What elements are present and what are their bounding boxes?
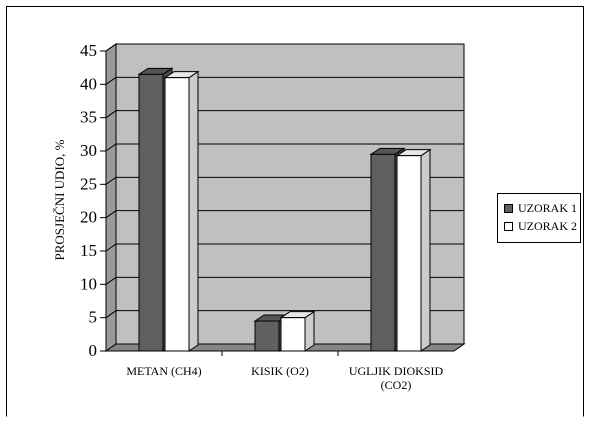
bars (137, 67, 432, 352)
grid-line (105, 310, 464, 319)
y-tick-label: 10 (80, 274, 97, 293)
y-tick-labels: 0 5 10 15 20 25 30 35 40 45 (80, 41, 97, 360)
y-tick-label: 45 (80, 41, 97, 60)
grid-line (105, 276, 464, 285)
y-tick-label: 30 (80, 141, 97, 160)
y-tick-label: 35 (80, 108, 97, 127)
chart-frame (6, 6, 584, 417)
y-tick-label: 0 (89, 341, 98, 360)
x-tick-label: KISIK (O2) (251, 364, 309, 378)
bar-front (138, 73, 164, 352)
bar-side (188, 70, 199, 352)
legend: UZORAK 1 UZORAK 2 (497, 193, 581, 243)
legend-label-series-2: UZORAK 2 (518, 218, 577, 233)
y-tick-label: 15 (80, 241, 97, 260)
grid-line (105, 110, 464, 119)
y-tick-label: 25 (80, 174, 97, 193)
legend-swatch-series-2 (504, 221, 513, 231)
bar-2-2 (279, 310, 316, 352)
grid-line (105, 76, 464, 85)
x-tick-labels: METAN (CH4) KISIK (O2) UGLJIK DIOKSID (CO2) (126, 364, 443, 392)
y-axis-label: PROSJEČNI UDIO, % (52, 139, 67, 260)
grid-line (105, 243, 464, 252)
grid-line (105, 43, 464, 52)
bar-side (304, 310, 315, 352)
legend-item-series-1: UZORAK 1 (504, 199, 580, 217)
bar-front (164, 77, 190, 352)
grid-line (105, 210, 464, 219)
bar-2-3 (395, 148, 432, 352)
bar-front (254, 320, 280, 352)
grid-lines (105, 43, 464, 319)
bar-front (396, 155, 422, 352)
x-tick-label: UGLJIK DIOKSID (CO2) (349, 364, 444, 392)
legend-label-series-1: UZORAK 1 (518, 200, 577, 215)
y-tick-label: 20 (80, 208, 97, 227)
x-tick-label: METAN (CH4) (126, 364, 201, 378)
grid-line (105, 176, 464, 185)
legend-swatch-series-1 (504, 203, 513, 213)
bar-front (370, 153, 396, 352)
axes (100, 50, 454, 356)
y-tick-label: 5 (89, 308, 98, 327)
y-tick-label: 40 (80, 74, 97, 93)
grid-line (105, 143, 464, 152)
side-wall (105, 43, 117, 352)
legend-item-series-2: UZORAK 2 (504, 217, 580, 235)
bar-2-1 (163, 70, 200, 352)
bar-side (420, 148, 431, 352)
bar-front (280, 317, 306, 352)
